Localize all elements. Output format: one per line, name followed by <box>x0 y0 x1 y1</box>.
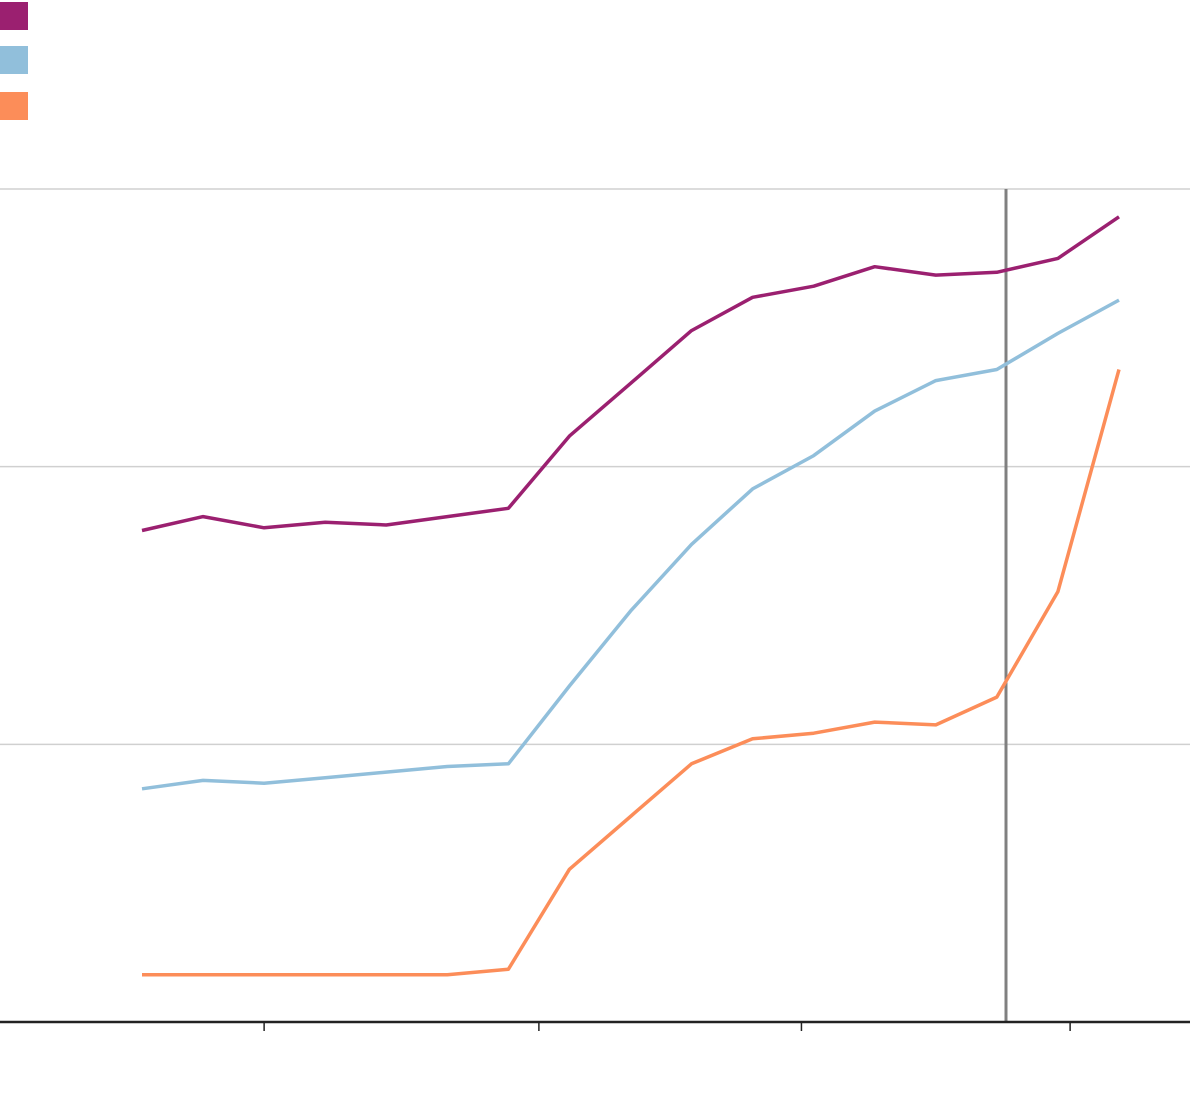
legend-swatch-series-3 <box>0 92 28 120</box>
legend-item-series-3 <box>0 92 300 120</box>
series-line-2 <box>141 298 1120 791</box>
series-line-3 <box>142 369 1121 977</box>
legend-swatch-series-2 <box>0 46 28 74</box>
legend-item-series-2 <box>0 46 300 74</box>
series-line-1 <box>141 215 1120 533</box>
legend-swatch-series-1 <box>0 2 28 30</box>
legend-item-series-1 <box>0 2 300 30</box>
